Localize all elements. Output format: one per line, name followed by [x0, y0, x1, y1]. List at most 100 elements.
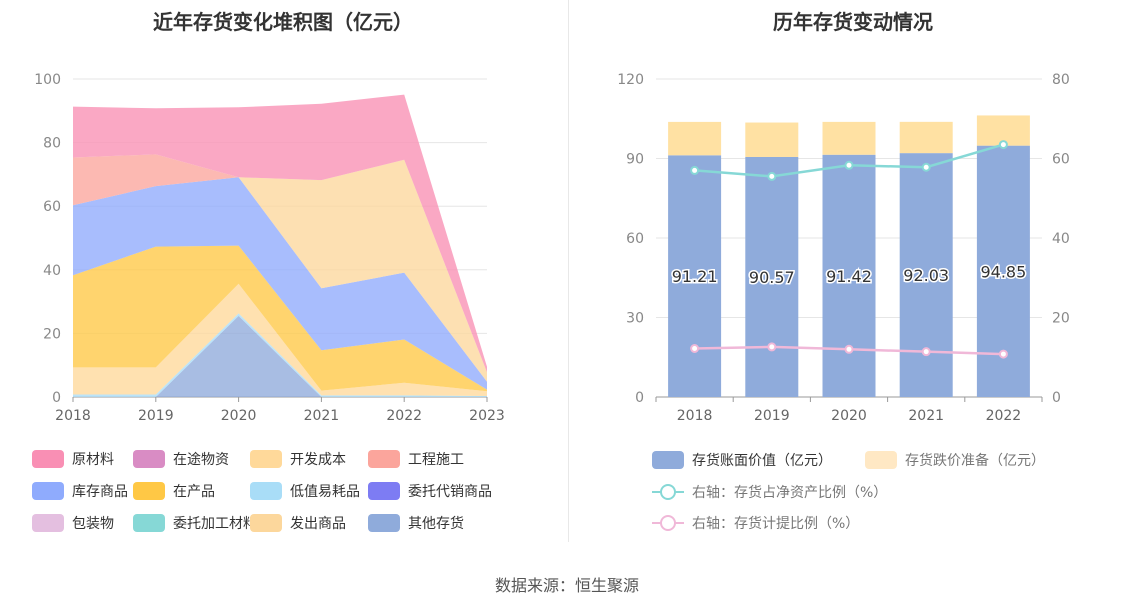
legend-label: 其他存货 [408, 516, 464, 532]
area-legend-item[interactable]: 库存商品 [32, 481, 128, 501]
bar-ytick-label: 90 [626, 152, 644, 168]
bar-y2tick-label: 60 [1052, 152, 1070, 168]
bar-legend-item[interactable]: 存货跌价准备（亿元） [865, 450, 1045, 470]
legend-label: 原材料 [72, 452, 114, 468]
legend-label: 存货跌价准备（亿元） [905, 453, 1045, 469]
bar-ytick-label: 60 [626, 231, 644, 247]
bar-legend-item[interactable]: 存货账面价值（亿元） [652, 450, 832, 470]
legend-label: 委托代销商品 [408, 484, 492, 500]
bar-value-label: 92.03 [903, 266, 949, 285]
bar-reserve [899, 121, 953, 154]
area-xtick-label: 2019 [138, 408, 174, 424]
area-legend-item[interactable]: 委托代销商品 [368, 481, 492, 501]
bar-ytick-label: 120 [617, 72, 644, 88]
area-ytick-label: 80 [43, 136, 61, 152]
legend-swatch [133, 482, 165, 500]
bar-value-label: 91.42 [826, 267, 872, 286]
legend-label: 开发成本 [290, 452, 346, 468]
bar-y2tick-label: 40 [1052, 231, 1070, 247]
line-provision-point [690, 344, 700, 354]
left-chart-panel: 近年存货变化堆积图（亿元） 0 20 40 60 80 100 2018 2019 2020 20… [0, 0, 566, 545]
legend-swatch [865, 451, 897, 469]
bar-legend-item[interactable]: 右轴：存货占净资产比例（%） [652, 482, 887, 502]
legend-label: 包装物 [72, 516, 114, 532]
area-ytick-label: 20 [43, 326, 61, 342]
line-provision-point [767, 342, 777, 352]
area-legend-item[interactable]: 在途物资 [133, 449, 229, 469]
bar-value-label: 90.57 [749, 268, 795, 287]
area-legend-item[interactable]: 在产品 [133, 481, 215, 501]
bar-reserve [745, 122, 799, 157]
legend-label: 库存商品 [72, 484, 128, 500]
line-ratio-point [844, 160, 854, 170]
bar-value-label: 91.21 [672, 267, 718, 286]
area-legend-item[interactable]: 包装物 [32, 513, 114, 533]
bar-xtick-label: 2021 [908, 408, 944, 424]
legend-label: 工程施工 [408, 452, 464, 468]
area-legend-item[interactable]: 发出商品 [250, 513, 346, 533]
area-xtick-label: 2018 [55, 408, 91, 424]
area-legend-item[interactable]: 原材料 [32, 449, 114, 469]
stacked-area-chart: 0 20 40 60 80 100 2018 2019 2020 2021 2022 2023 [34, 72, 505, 424]
legend-label: 在途物资 [173, 452, 229, 468]
area-ytick-label: 40 [43, 263, 61, 279]
legend-swatch [32, 482, 64, 500]
legend-label: 在产品 [173, 484, 215, 500]
legend-line-icon [652, 483, 684, 501]
area-legend-item[interactable]: 低值易耗品 [250, 481, 360, 501]
right-chart-title: 历年存货变动情况 [773, 10, 933, 34]
bar-xtick-label: 2020 [831, 408, 867, 424]
legend-line-icon [652, 514, 684, 532]
legend-swatch [32, 514, 64, 532]
bar-ytick-label: 30 [626, 311, 644, 327]
bar-y2tick-label: 20 [1052, 311, 1070, 327]
legend-swatch [368, 482, 400, 500]
area-ytick-label: 100 [34, 72, 61, 88]
bar-book-value [822, 154, 876, 397]
bar-y2tick-label: 80 [1052, 72, 1070, 88]
area-series-低值易耗品 [73, 313, 487, 397]
legend-swatch [368, 514, 400, 532]
left-chart-title: 近年存货变化堆积图（亿元） [153, 10, 413, 34]
line-provision-point [921, 347, 931, 357]
area-series-库存商品 [73, 177, 487, 390]
area-series-发出商品 [73, 154, 487, 382]
bar-xtick-label: 2019 [754, 408, 790, 424]
legend-label: 存货账面价值（亿元） [692, 453, 832, 469]
bar-reserve [822, 121, 876, 155]
line-provision-point [844, 344, 854, 354]
legend-swatch [133, 514, 165, 532]
area-series-开发成本 [73, 283, 487, 397]
legend-swatch [250, 514, 282, 532]
legend-label: 右轴：存货占净资产比例（%） [692, 485, 888, 501]
area-legend-item[interactable]: 委托加工材料 [133, 513, 257, 533]
data-source: 数据来源：恒生聚源 [494, 576, 639, 595]
area-series-工程施工 [73, 154, 487, 382]
bar-line-chart: 0 30 60 90 120 0 20 40 60 80 2018 2019 2020 2021 2022 9… [617, 72, 1070, 424]
legend-swatch [368, 450, 400, 468]
bar-book-value [899, 153, 953, 397]
area-xtick-label: 2022 [386, 408, 422, 424]
bar-book-value [745, 156, 799, 397]
line-ratio-point [921, 162, 931, 172]
panel-divider [568, 0, 569, 542]
legend-swatch [250, 450, 282, 468]
area-series-在产品 [73, 245, 487, 392]
legend-swatch [133, 450, 165, 468]
area-legend-item[interactable]: 其他存货 [368, 513, 464, 533]
bar-xtick-label: 2022 [986, 408, 1022, 424]
line-provision-point [998, 349, 1008, 359]
bar-legend-item[interactable]: 右轴：存货计提比例（%） [652, 513, 859, 533]
legend-label: 右轴：存货计提比例（%） [692, 516, 860, 532]
line-ratio-point [690, 165, 700, 175]
right-chart-panel: 历年存货变动情况 0 30 60 90 120 0 20 40 60 80 2018 2019 2020… [572, 0, 1134, 545]
area-legend-item[interactable]: 工程施工 [368, 449, 464, 469]
legend-swatch [652, 451, 684, 469]
area-ytick-label: 0 [52, 390, 61, 406]
legend-swatch [32, 450, 64, 468]
line-ratio-point [998, 140, 1008, 150]
legend-label: 低值易耗品 [290, 484, 360, 500]
bar-y2tick-label: 0 [1052, 390, 1061, 406]
legend-swatch [250, 482, 282, 500]
area-legend-item[interactable]: 开发成本 [250, 449, 346, 469]
